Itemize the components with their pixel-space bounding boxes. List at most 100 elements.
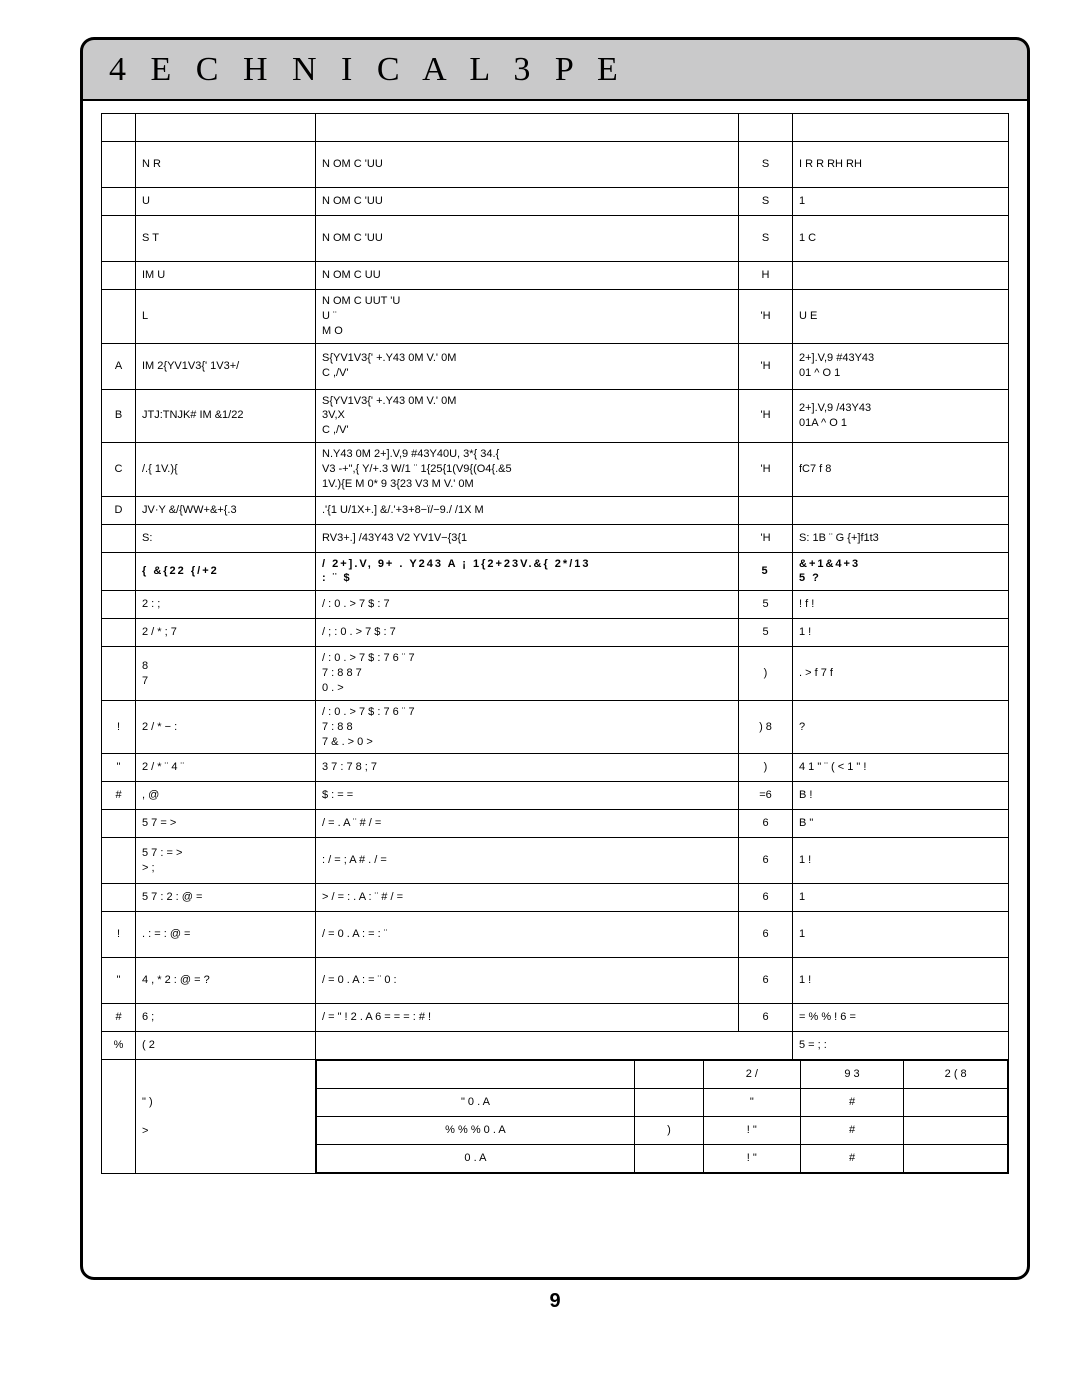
cell-no — [102, 1060, 136, 1174]
table-row: S TN OM C 'UUS1 C — [102, 216, 1009, 262]
cell-spec: / = 0 . A : = ¨ 0 : — [316, 958, 739, 1004]
table-row: N RN OM C 'UUSI R R RH RH — [102, 142, 1009, 188]
cell-max: 6 — [739, 884, 793, 912]
cell-no — [102, 838, 136, 884]
cell-max: 6 — [739, 958, 793, 1004]
cell-typ — [793, 496, 1009, 524]
cell-no — [102, 884, 136, 912]
table-row: "2 / * ¨ 4 ¨3 7 : 7 8 ; 7)4 1 " ¨ ( < 1 … — [102, 754, 1009, 782]
nested-header — [317, 1061, 635, 1089]
cell-name: S: — [136, 524, 316, 552]
cell-name: 5 7 : 2 : @ = — [136, 884, 316, 912]
cell-typ: 2+].V,9 #43Y43 01 ^ O 1 — [793, 343, 1009, 389]
cell-no: D — [102, 496, 136, 524]
cell-name: L — [136, 290, 316, 344]
nested-header: 2 ( 8 — [904, 1061, 1008, 1089]
nested-header: 9 3 — [800, 1061, 904, 1089]
table-row: IM UN OM C UUH — [102, 262, 1009, 290]
cell-no — [102, 216, 136, 262]
cell-name: IM U — [136, 262, 316, 290]
cell-typ — [793, 114, 1009, 142]
cell-name: /.{ 1V.){ — [136, 443, 316, 497]
nested-cell — [634, 1089, 703, 1117]
table-row: %( 2 5 = ; : — [102, 1032, 1009, 1060]
cell-name: 2 : ; — [136, 591, 316, 619]
table-row — [102, 114, 1009, 142]
cell-spec — [316, 114, 739, 142]
cell-typ: ? — [793, 700, 1009, 754]
cell-spec: / : 0 . > 7 $ : 7 6 ¨ 7 7 : 8 87 & . > 0… — [316, 700, 739, 754]
cell-max: 6 — [739, 1004, 793, 1032]
nested-cell: ! " — [703, 1145, 800, 1173]
nested-cell — [904, 1117, 1008, 1145]
cell-max: 'H — [739, 524, 793, 552]
cell-name: { &{22 {/+2 — [136, 552, 316, 591]
cell-spec: / = " ! 2 . A 6 = = = : # ! — [316, 1004, 739, 1032]
cell-typ: 1 ! — [793, 619, 1009, 647]
nested-table: 2 /9 32 ( 8" 0 . A"#% % % 0 . A)! "#0 . … — [316, 1060, 1008, 1173]
table-row: 5 7 : = > > ;: / = ; A # . / =61 ! — [102, 838, 1009, 884]
cell-no: C — [102, 443, 136, 497]
cell-name: 6 ; — [136, 1004, 316, 1032]
cell-max — [739, 496, 793, 524]
page-number: 9 — [80, 1290, 1030, 1313]
nested-cell: % % % 0 . A — [317, 1117, 635, 1145]
cell-name: S T — [136, 216, 316, 262]
cell-name: U — [136, 188, 316, 216]
table-row: "4 , * 2 : @ = ?/ = 0 . A : = ¨ 0 :61 ! — [102, 958, 1009, 1004]
page-title: 4 E C H N I C A L 3 P E — [109, 51, 626, 89]
cell-name: ( 2 — [136, 1032, 316, 1060]
cell-typ: I R R RH RH — [793, 142, 1009, 188]
cell-spec: / ; : 0 . > 7 $ : 7 — [316, 619, 739, 647]
cell-max: S — [739, 142, 793, 188]
cell-typ: 2+].V,9 /43Y43 01A ^ O 1 — [793, 389, 1009, 443]
cell-max: 6 — [739, 838, 793, 884]
cell-typ — [793, 262, 1009, 290]
cell-spec: N OM C 'UU — [316, 216, 739, 262]
table-row: 5 7 = >/ = . A ¨ # / =6B " — [102, 810, 1009, 838]
cell-max: 'H — [739, 443, 793, 497]
nested-cell: # — [800, 1089, 904, 1117]
cell-spec: RV3+.] /43Y43 V2 YV1V−{3{1 — [316, 524, 739, 552]
cell-spec: / = 0 . A : = : ¨ — [316, 912, 739, 958]
cell-typ: 5 = ; : — [793, 1032, 1009, 1060]
cell-no — [102, 552, 136, 591]
nested-table-cell: 2 /9 32 ( 8" 0 . A"#% % % 0 . A)! "#0 . … — [316, 1060, 1009, 1174]
nested-cell — [634, 1145, 703, 1173]
cell-name: N R — [136, 142, 316, 188]
cell-spec: : / = ; A # . / = — [316, 838, 739, 884]
nested-cell: " — [703, 1089, 800, 1117]
cell-name: . : = : @ = — [136, 912, 316, 958]
table-row: S:RV3+.] /43Y43 V2 YV1V−{3{1'HS: 1B ¨ G … — [102, 524, 1009, 552]
cell-no: " — [102, 754, 136, 782]
table-row: !2 / * − :/ : 0 . > 7 $ : 7 6 ¨ 7 7 : 8 … — [102, 700, 1009, 754]
cell-max: 6 — [739, 810, 793, 838]
cell-max: ) — [739, 647, 793, 701]
cell-name: 2 / * ¨ 4 ¨ — [136, 754, 316, 782]
cell-typ: S: 1B ¨ G {+]f1t3 — [793, 524, 1009, 552]
cell-no: % — [102, 1032, 136, 1060]
cell-max: 'H — [739, 343, 793, 389]
cell-max: 'H — [739, 389, 793, 443]
cell-typ: 1 ! — [793, 958, 1009, 1004]
cell-typ: U E — [793, 290, 1009, 344]
page-frame: 4 E C H N I C A L 3 P E N RN OM C 'UUSI … — [80, 40, 1030, 1280]
cell-typ: . > f 7 f — [793, 647, 1009, 701]
cell-spec: S{YV1V3{' +.Y43 0M V.' 0M3V,XC ,/V' — [316, 389, 739, 443]
cell-no: # — [102, 1004, 136, 1032]
table-row: #, @$ : = ==6B ! — [102, 782, 1009, 810]
cell-name: JV·Y &/{WW+&+{.3 — [136, 496, 316, 524]
cell-typ: B ! — [793, 782, 1009, 810]
cell-name: 2 / * ; 7 — [136, 619, 316, 647]
nested-cell — [904, 1089, 1008, 1117]
cell-no: # — [102, 782, 136, 810]
cell-spec: / = . A ¨ # / = — [316, 810, 739, 838]
cell-name — [136, 114, 316, 142]
cell-max: =6 — [739, 782, 793, 810]
cell-typ: 4 1 " ¨ ( < 1 " ! — [793, 754, 1009, 782]
cell-spec: N OM C 'UU — [316, 142, 739, 188]
nested-cell: 0 . A — [317, 1145, 635, 1173]
cell-no — [102, 619, 136, 647]
cell-name: 2 / * − : — [136, 700, 316, 754]
table-row: 8 7/ : 0 . > 7 $ : 7 6 ¨ 77 : 8 8 70 . >… — [102, 647, 1009, 701]
